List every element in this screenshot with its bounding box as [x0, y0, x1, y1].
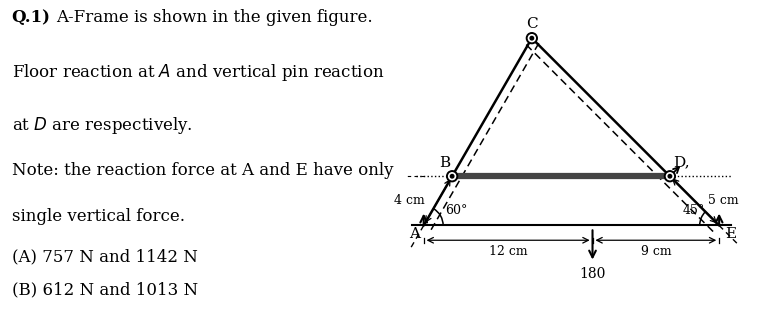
Text: 60°: 60° [445, 204, 467, 217]
Text: (B) 612 N and 1013 N: (B) 612 N and 1013 N [12, 281, 198, 299]
Text: Note: the reaction force at A and E have only: Note: the reaction force at A and E have… [12, 162, 393, 179]
Text: at $\it{D}$ are respectively.: at $\it{D}$ are respectively. [12, 115, 193, 136]
Text: Q.1): Q.1) [12, 9, 51, 26]
Text: 45°: 45° [682, 204, 704, 217]
Text: 5 cm: 5 cm [708, 194, 739, 207]
Text: 180: 180 [579, 267, 606, 281]
Text: E: E [725, 227, 736, 241]
Circle shape [530, 36, 534, 40]
Text: single vertical force.: single vertical force. [12, 208, 185, 225]
Text: A-Frame is shown in the given figure.: A-Frame is shown in the given figure. [55, 9, 372, 26]
Circle shape [528, 35, 535, 42]
Text: (A) 757 N and 1142 N: (A) 757 N and 1142 N [12, 249, 197, 266]
Text: C: C [526, 17, 538, 31]
Text: 4 cm: 4 cm [393, 194, 424, 207]
Text: D,: D, [673, 156, 690, 169]
Text: Floor reaction at $\it{A}$ and vertical pin reaction: Floor reaction at $\it{A}$ and vertical … [12, 62, 384, 83]
Circle shape [450, 174, 454, 178]
Text: A: A [410, 227, 420, 241]
Text: B: B [439, 156, 450, 169]
Text: 9 cm: 9 cm [640, 245, 671, 258]
Circle shape [449, 173, 456, 180]
Circle shape [668, 174, 672, 178]
Text: 12 cm: 12 cm [489, 245, 528, 258]
Circle shape [664, 171, 675, 182]
Circle shape [446, 171, 458, 182]
Circle shape [526, 33, 537, 44]
Circle shape [667, 173, 673, 180]
